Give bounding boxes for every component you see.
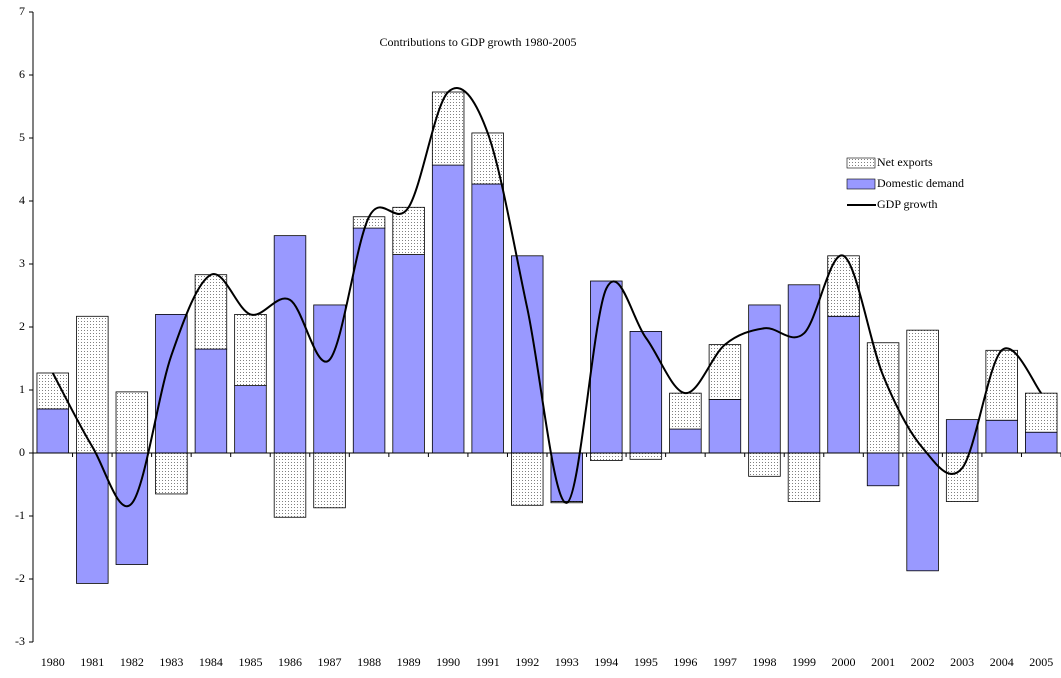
bar [234, 313, 267, 386]
legend-key [846, 178, 876, 190]
bar [352, 227, 386, 454]
y-tick-label: 7 [19, 4, 25, 18]
bar [511, 255, 544, 454]
x-tick-label: 1985 [238, 655, 262, 669]
x-tick-label: 1998 [752, 655, 776, 669]
bar [313, 452, 346, 509]
bar [827, 315, 860, 454]
legend-label: Net exports [877, 155, 933, 169]
x-tick-label: 1988 [357, 655, 381, 669]
bar [471, 132, 504, 185]
bar [115, 452, 149, 565]
legend-key [846, 157, 876, 169]
x-tick-label: 2003 [950, 655, 974, 669]
x-tick-label: 1983 [159, 655, 183, 669]
x-tick-label: 2005 [1029, 655, 1053, 669]
y-tick-label: 5 [19, 130, 25, 144]
bar [590, 452, 623, 461]
bar [273, 235, 307, 454]
bar [431, 91, 465, 166]
bar [787, 452, 821, 502]
bar [431, 164, 465, 454]
bar [273, 452, 307, 518]
bar [392, 254, 425, 454]
x-tick-label: 1997 [713, 655, 737, 669]
y-tick-label: -1 [15, 508, 25, 522]
x-tick-label: 1980 [41, 655, 65, 669]
bar [708, 399, 742, 454]
y-tick-label: 1 [19, 382, 25, 396]
legend-label: GDP growth [877, 197, 938, 211]
bar [748, 304, 781, 454]
bar [985, 419, 1018, 454]
x-tick-label: 1982 [120, 655, 144, 669]
bar [471, 183, 504, 454]
bar [590, 280, 623, 454]
bar [629, 331, 663, 454]
x-tick-label: 1995 [634, 655, 658, 669]
x-tick-label: 1994 [594, 655, 618, 669]
line [51, 87, 1043, 508]
bar [36, 408, 69, 454]
bar [155, 313, 188, 454]
bar [906, 452, 939, 572]
bar [511, 452, 544, 506]
y-tick-label: 2 [19, 319, 25, 333]
y-tick-label: 3 [19, 256, 25, 270]
x-tick-label: 1986 [278, 655, 302, 669]
x-tick-label: 1981 [80, 655, 104, 669]
x-tick-label: 1993 [555, 655, 579, 669]
x-tick-label: 1992 [515, 655, 539, 669]
bar [985, 349, 1018, 421]
bar [945, 452, 979, 502]
x-tick-label: 1991 [476, 655, 500, 669]
y-tick-label: 6 [19, 67, 25, 81]
x-tick-label: 2002 [911, 655, 935, 669]
bar [629, 452, 663, 460]
y-tick-label: -2 [15, 571, 25, 585]
bar [155, 452, 188, 495]
bar [945, 419, 979, 454]
x-tick-label: 1990 [436, 655, 460, 669]
x-tick-label: 1984 [199, 655, 223, 669]
bar [194, 348, 228, 454]
bar [866, 342, 900, 454]
bar [36, 372, 69, 410]
x-tick-label: 1996 [673, 655, 697, 669]
bar [669, 428, 702, 454]
x-tick-label: 2000 [832, 655, 856, 669]
chart-title: Contributions to GDP growth 1980-2005 [380, 35, 577, 49]
bar [866, 452, 900, 487]
x-tick-label: 1989 [397, 655, 421, 669]
legend-label: Domestic demand [877, 176, 964, 190]
bar [708, 344, 742, 400]
bar [669, 392, 702, 430]
y-tick-label: 0 [19, 445, 25, 459]
bar [76, 315, 109, 454]
bar [115, 391, 149, 454]
bar [76, 452, 109, 584]
y-tick-label: 4 [19, 193, 25, 207]
x-tick-label: 2001 [871, 655, 895, 669]
x-tick-label: 1999 [792, 655, 816, 669]
x-tick-label: 2004 [990, 655, 1014, 669]
bar [234, 385, 267, 454]
bar [1025, 431, 1058, 454]
y-tick-label: -3 [15, 634, 25, 648]
x-tick-label: 1987 [318, 655, 342, 669]
bar [748, 452, 781, 477]
bar [1025, 392, 1058, 433]
